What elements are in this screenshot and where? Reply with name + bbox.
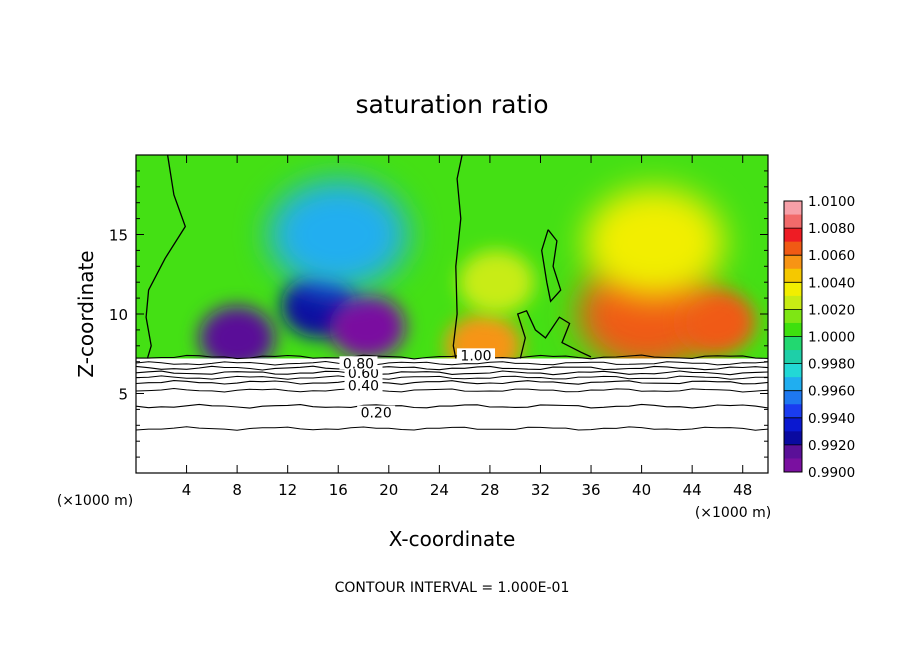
colorbar-label: 1.0020 (808, 302, 855, 318)
x-tick-label: 40 (632, 481, 651, 499)
contour-label: 0.60 (348, 366, 379, 382)
colorbar-swatch (784, 282, 802, 297)
contour-label: 0.40 (348, 379, 379, 395)
field-layer (199, 179, 756, 378)
contour-line-unlabeled (136, 426, 768, 431)
contour-line-1.00-upper (452, 155, 463, 359)
x-unit-right: (×1000 m) (695, 505, 771, 521)
contour-line-0.60 (136, 370, 768, 376)
colorbar-swatch (784, 417, 802, 432)
colorbar-label: 0.9900 (808, 465, 855, 481)
x-unit-left: (×1000 m) (57, 493, 133, 509)
x-tick-label: 28 (480, 481, 499, 499)
colorbar-swatch (784, 228, 802, 243)
contour-line-0.20 (136, 403, 768, 409)
x-tick-label: 20 (379, 481, 398, 499)
contour-interval-note: CONTOUR INTERVAL = 1.000E-01 (335, 580, 570, 596)
x-tick-label: 12 (278, 481, 297, 499)
contour-line-unlabeled (136, 360, 768, 366)
contour-line-1.00 (136, 354, 768, 360)
colorbar-swatch (784, 363, 802, 378)
x-tick-label: 48 (733, 481, 752, 499)
y-tick-label: 10 (109, 306, 128, 324)
colorbar-swatch (784, 295, 802, 310)
colorbar-swatch (784, 390, 802, 405)
field-region-dry-core (329, 294, 406, 359)
below-cloud-region (136, 358, 768, 473)
colorbar-swatch (784, 255, 802, 270)
field-region-dry-mid (199, 305, 276, 370)
contour-line-0.80 (136, 365, 768, 371)
field-region-moist-upper (584, 187, 725, 298)
chart-title: saturation ratio (355, 90, 548, 119)
colorbar-swatch (784, 444, 802, 459)
colorbar-label: 1.0100 (808, 194, 855, 210)
colorbar-swatch (784, 336, 802, 351)
colorbar-label: 0.9960 (808, 384, 855, 400)
contour-line-1.00-upper (516, 309, 592, 359)
contour-label: 0.20 (361, 406, 392, 422)
colorbar-swatch (784, 241, 802, 256)
contour-line-unlabeled (136, 387, 768, 393)
x-axis-label: X-coordinate (389, 527, 516, 551)
field-region-dry-upper (268, 179, 409, 290)
colorbar-swatch (784, 309, 802, 324)
colorbar-label: 1.0040 (808, 275, 855, 291)
contour-line-1.00-upper (541, 229, 562, 303)
contour-line-1.00-upper (145, 155, 187, 359)
contour-line-0.40 (136, 379, 768, 385)
x-tick-label: 44 (683, 481, 702, 499)
colorbar-swatch (784, 350, 802, 365)
colorbar-swatch (784, 214, 802, 229)
colorbar-swatch (784, 201, 802, 216)
contour-label-bg (357, 405, 396, 419)
y-tick-label: 15 (109, 227, 128, 245)
x-tick-label: 4 (182, 481, 192, 499)
contour-layer: 0.20 0.400.600.80 1.00 (136, 155, 768, 431)
contour-line-unlabeled (136, 375, 768, 380)
x-tick-label: 24 (430, 481, 449, 499)
colorbar-swatch (784, 458, 802, 473)
colorbar-swatch (784, 322, 802, 337)
x-tick-label: 36 (581, 481, 600, 499)
contour-label-bg (344, 378, 383, 392)
colorbar-label: 1.0080 (808, 221, 855, 237)
y-axis-label: Z-coordinate (74, 250, 98, 377)
colorbar-swatch (784, 404, 802, 419)
contour-label-bg (339, 356, 378, 370)
colorbar-label: 0.9980 (808, 357, 855, 373)
colorbar-swatch (784, 431, 802, 446)
colorbar-swatch (784, 377, 802, 392)
colorbar-swatch (784, 268, 802, 283)
colorbar: 1.0100 1.0080 1.0060 1.0040 1.0020 1.0000 0.99… (783, 194, 855, 481)
field-region-moist-right-2 (679, 289, 756, 354)
x-tick-label: 16 (329, 481, 348, 499)
colorbar-label: 1.0000 (808, 330, 855, 346)
x-tick-label: 32 (531, 481, 550, 499)
contour-label: 1.00 (460, 348, 491, 364)
y-tick-label: 5 (118, 386, 128, 404)
x-tick-label: 8 (232, 481, 242, 499)
contour-label: 0.80 (343, 356, 374, 372)
colorbar-label: 0.9940 (808, 411, 855, 427)
colorbar-label: 1.0060 (808, 248, 855, 264)
field-region-moist-spot-2 (458, 250, 535, 315)
plot-area: 0.20 0.400.600.80 1.00 (136, 155, 768, 473)
contour-label-bg (457, 348, 496, 362)
colorbar-label: 0.9920 (808, 438, 855, 454)
